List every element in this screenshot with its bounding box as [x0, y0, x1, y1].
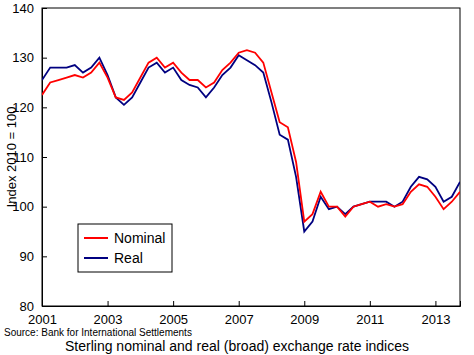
y-axis-title: Index 2010 = 100 [4, 107, 19, 208]
x-tick-label: 2009 [290, 312, 319, 327]
y-tick-mark [42, 107, 47, 108]
y-tick-label: 140 [12, 1, 34, 16]
x-tick-mark [370, 301, 371, 306]
legend-label: Real [114, 250, 143, 266]
x-tick-label: 2011 [356, 312, 384, 327]
series-line [42, 50, 460, 221]
y-tick-label: 90 [20, 249, 34, 264]
x-tick-label: 2013 [421, 312, 450, 327]
x-tick: 2013 [421, 301, 450, 327]
axis-line [43, 9, 48, 307]
x-tick-mark [173, 301, 174, 306]
title: Sterling nominal and real (broad) exchan… [65, 338, 409, 354]
x-tick-mark [108, 301, 109, 306]
x-tick-mark [304, 301, 305, 306]
chart: 8090100110120130140200120032005200720092… [0, 0, 474, 355]
x-axis: 2001 2003 2005 2007 2009 2011 2013 [28, 301, 460, 327]
y-tick: 90 [20, 249, 47, 264]
legend-box [78, 224, 172, 272]
plot-frame [42, 8, 460, 306]
y-tick-mark [42, 256, 47, 257]
y-tick-mark [42, 207, 47, 208]
x-tick: 2007 [225, 301, 254, 327]
x-tick: 2003 [94, 301, 123, 327]
x-tick-mark [435, 301, 436, 306]
x-tick: 2009 [290, 301, 319, 327]
legend-swatch [84, 237, 108, 239]
lines [42, 50, 460, 231]
legend-swatch [84, 257, 108, 259]
x-tick-label: 2003 [94, 312, 123, 327]
y-tick-label: 130 [12, 50, 34, 65]
x-tick-label: 2005 [159, 312, 188, 327]
x-tick: 2011 [356, 301, 384, 327]
legend-label: Nominal [114, 230, 165, 246]
x-tick: 2005 [159, 301, 188, 327]
legend: Nominal Real [78, 224, 172, 272]
x-tick-label: 2001 [28, 312, 57, 327]
y-tick-mark [42, 58, 47, 59]
y-tick-mark [42, 157, 47, 158]
source: Source: Bank for International Settlemen… [4, 327, 192, 338]
x-tick-label: 2007 [225, 312, 254, 327]
x-tick-mark [239, 301, 240, 306]
